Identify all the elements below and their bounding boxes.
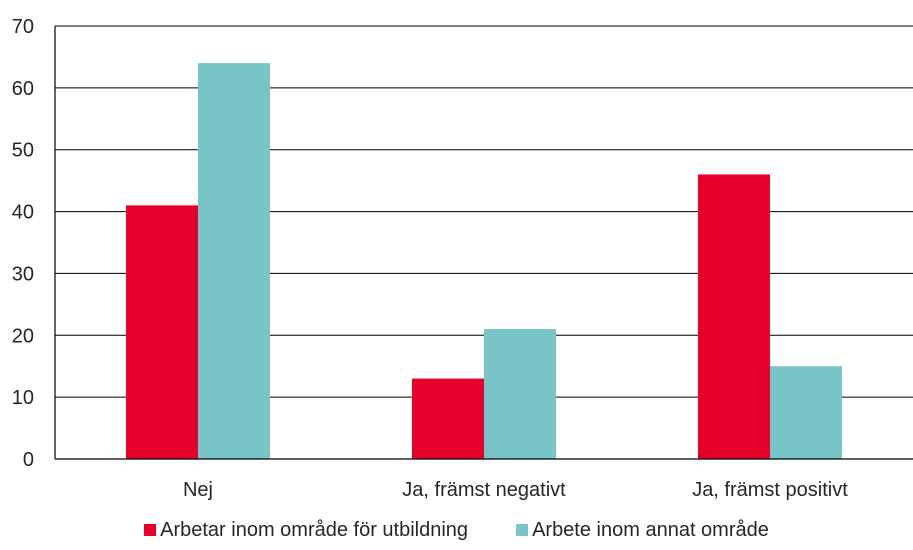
legend-item-series-2: Arbete inom annat område	[516, 519, 769, 541]
legend-swatch-series-1	[144, 524, 157, 536]
legend-swatch-series-2	[516, 524, 529, 536]
bars	[126, 63, 842, 459]
x-tick-label: Ja, främst positivt	[692, 479, 848, 501]
x-tick-label: Nej	[183, 479, 213, 501]
bar-series-2-3	[770, 366, 842, 459]
bar-series-1-2	[412, 378, 484, 459]
y-tick-label: 10	[12, 387, 34, 409]
y-tick-label: 60	[12, 78, 34, 100]
legend-label-series-1: Arbetar inom område för utbildning	[160, 519, 469, 541]
legend-label-series-2: Arbete inom annat område	[532, 519, 769, 541]
bar-series-1-1	[126, 205, 198, 459]
bar-series-2-2	[484, 329, 556, 459]
legend: Arbetar inom område för utbildning Arbet…	[0, 519, 913, 541]
x-tick-label: Ja, främst negativt	[402, 479, 566, 501]
y-tick-label: 70	[12, 16, 34, 38]
bar-series-2-1	[198, 63, 270, 459]
legend-item-series-1: Arbetar inom område för utbildning	[144, 519, 468, 541]
y-tick-label: 0	[23, 449, 34, 471]
y-tick-label: 50	[12, 140, 34, 162]
y-tick-label: 30	[12, 263, 34, 285]
bar-series-1-3	[698, 174, 770, 459]
axes: 0 10 20 30 40 50 60 70 Nej Ja, främst negativt Ja,…	[12, 16, 913, 501]
y-tick-label: 20	[12, 325, 34, 347]
y-tick-label: 40	[12, 202, 34, 224]
